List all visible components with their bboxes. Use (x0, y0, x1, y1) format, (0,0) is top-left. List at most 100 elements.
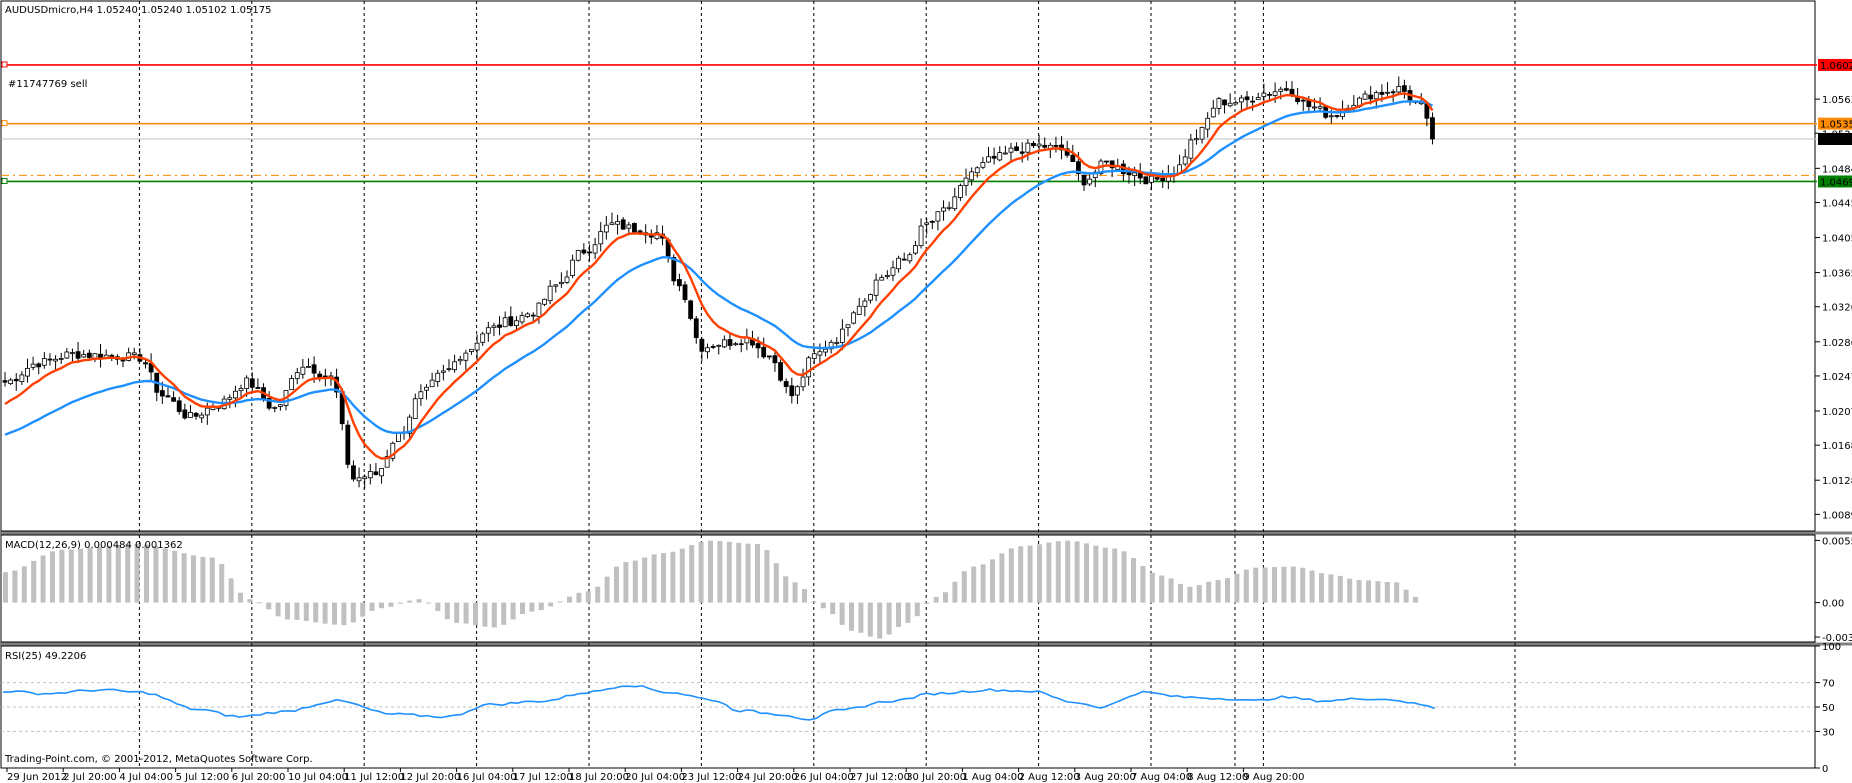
macd-bar (717, 540, 723, 603)
candle (508, 306, 514, 327)
candle (277, 404, 283, 411)
candle (373, 463, 379, 476)
candle (682, 281, 688, 303)
candle (913, 240, 918, 255)
candle (525, 312, 531, 319)
candle (1087, 172, 1093, 186)
macd-tick-label: 0.00 (1822, 599, 1844, 610)
macd-bar (144, 544, 149, 603)
candle (424, 384, 429, 400)
candle (2, 372, 8, 387)
macd-bar (510, 602, 516, 620)
macd-bar (1253, 567, 1259, 603)
macd-bar (1093, 545, 1099, 603)
candle (896, 255, 901, 273)
candle (519, 311, 525, 325)
candle (716, 344, 722, 355)
horizontal-level-lines[interactable] (1, 61, 1817, 184)
time-tick-label: 23 Jul 12:00 (681, 772, 741, 783)
macd-bar (200, 556, 206, 603)
candle (1081, 174, 1087, 191)
candle (845, 324, 851, 337)
macd-bar (1215, 580, 1221, 603)
macd-bar (435, 602, 441, 612)
macd-bar (924, 602, 930, 604)
candle (514, 316, 519, 330)
macd-bar (97, 546, 102, 603)
candle (907, 252, 913, 264)
macd-bar (1206, 581, 1212, 603)
candle (710, 344, 716, 349)
time-tick-label: 5 Jul 12:00 (176, 772, 230, 783)
candle (227, 394, 233, 408)
macd-bar (980, 564, 986, 603)
macd-bar (792, 582, 798, 603)
macd-bar (1131, 558, 1136, 603)
candle (733, 341, 738, 346)
price-level-tags: 1.06020 1.05350 1.04690 1.05175 (1818, 58, 1852, 188)
candle (1199, 126, 1205, 144)
macd-bar (1243, 569, 1249, 603)
macd-bar (905, 602, 911, 623)
candle (255, 378, 261, 389)
price-tick-label: 1.01280 (1822, 476, 1852, 487)
macd-bar (40, 555, 46, 603)
candle (58, 352, 64, 364)
rsi-axis: 100 70 50 30 0 (1815, 642, 1841, 775)
macd-bar (1328, 574, 1334, 603)
time-tick-label: 4 Jul 04:00 (119, 772, 173, 783)
macd-bar (1262, 567, 1268, 603)
time-tick-label: 9 Aug 20:00 (1243, 772, 1304, 783)
macd-bar (21, 566, 27, 603)
candle (890, 260, 896, 281)
macd-bar (341, 602, 347, 626)
macd-bar (1384, 581, 1390, 603)
candle (980, 157, 986, 170)
macd-bar (1225, 578, 1230, 603)
candle (75, 341, 81, 363)
candle (1222, 99, 1227, 114)
macd-bar (914, 602, 920, 617)
candle (47, 353, 53, 366)
candle (941, 200, 946, 221)
candle (1334, 114, 1340, 119)
macd-bar (191, 555, 196, 603)
candle (1261, 83, 1267, 105)
macd-bar (990, 559, 995, 603)
macd-bar (397, 602, 403, 604)
candle (193, 412, 199, 420)
candle (1401, 79, 1407, 99)
candle (485, 321, 491, 342)
macd-bar (1394, 582, 1400, 603)
candle (171, 391, 177, 402)
rsi-line (2, 684, 1435, 721)
candle (1154, 177, 1160, 181)
candle (542, 298, 547, 306)
candle (86, 349, 92, 361)
macd-bar (1309, 570, 1315, 603)
macd-bar (172, 550, 178, 603)
time-tick-label: 17 Jul 12:00 (513, 772, 573, 783)
macd-bar (407, 600, 413, 603)
candle (946, 201, 952, 211)
level-tag-label: 1.06020 (1820, 61, 1852, 72)
rsi-tick-label: 0 (1822, 764, 1828, 775)
candle (407, 414, 413, 439)
macd-bar (557, 601, 563, 603)
macd-bar (811, 601, 817, 603)
candle (463, 349, 469, 370)
candle (570, 254, 576, 279)
candle (598, 222, 604, 252)
macd-bar (604, 576, 610, 603)
candle (974, 166, 980, 178)
macd-axis: 0.00552 0.00 -0.00306 (1815, 536, 1852, 644)
candle (1227, 93, 1233, 108)
macd-bar (59, 549, 65, 603)
candle (879, 274, 885, 281)
candle (143, 359, 148, 369)
macd-bar (1178, 583, 1183, 603)
macd-bar (209, 557, 215, 603)
time-tick-label: 12 Jul 20:00 (400, 772, 460, 783)
